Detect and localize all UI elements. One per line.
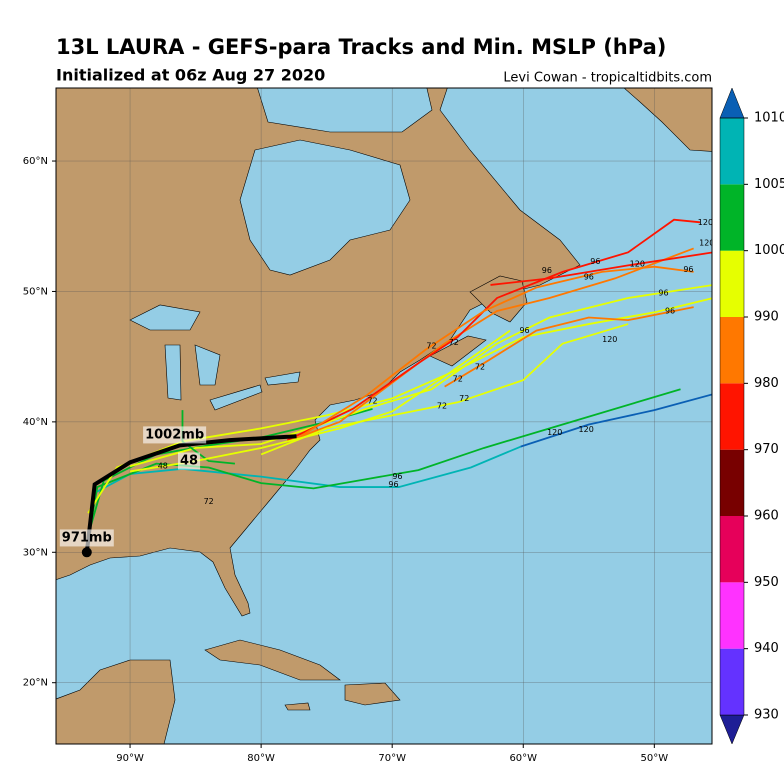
- ensemble-track: [520, 393, 712, 448]
- colorbar-segment: [720, 648, 744, 715]
- forecast-hour-label: 72: [449, 338, 459, 347]
- colorbar: 930 940 950 960 970 980 990 1000 1005 1010: [719, 87, 784, 745]
- grid: 90°W 80°W 70°W 60°W 50°W 20°N 30°N 40°N 50°N 60°N: [23, 88, 712, 764]
- colorbar-segment: [720, 383, 744, 450]
- colorbar-label: 960: [754, 509, 779, 524]
- forecast-hour-label: 120: [699, 239, 714, 248]
- hispaniola: [344, 682, 401, 706]
- forecast-hour-label: 72: [475, 363, 485, 372]
- annotation-box: [59, 529, 114, 547]
- forecast-hour-label: 96: [388, 480, 398, 489]
- forecast-hour-label: 120: [547, 428, 562, 437]
- annotation: 48: [180, 453, 198, 468]
- mean-track: [84, 434, 297, 553]
- colorbar-segment: [720, 516, 744, 583]
- lake-ontario: [264, 371, 301, 386]
- north-america: [56, 88, 581, 617]
- x-tick-label: 80°W: [247, 753, 275, 764]
- newfoundland: [469, 275, 528, 323]
- colorbar-label: 1010: [754, 111, 784, 126]
- annotation: 971mb: [62, 530, 112, 545]
- colorbar-under: [719, 714, 745, 745]
- colorbar-label: 950: [754, 575, 779, 590]
- ensemble-track: [181, 410, 235, 465]
- nova-scotia: [429, 335, 487, 367]
- annotation: 1002mb: [145, 427, 204, 442]
- jamaica: [284, 702, 311, 711]
- cuba: [204, 639, 341, 681]
- annotation-box: [177, 452, 201, 470]
- lake-michigan: [164, 344, 182, 401]
- forecast-hour-label: 72: [453, 374, 463, 383]
- colorbar-frame: [719, 117, 745, 716]
- forecast-hour-label: 120: [579, 425, 594, 434]
- forecast-hour-label: 48: [158, 462, 168, 471]
- colorbar-segment: [720, 449, 744, 516]
- ensemble-track: [87, 388, 681, 540]
- x-tick-label: 60°W: [509, 753, 537, 764]
- forecast-hour-label: 96: [683, 265, 693, 274]
- colorbar-label: 990: [754, 310, 779, 325]
- credit: Levi Cowan - tropicaltidbits.com: [503, 71, 712, 86]
- tracks: 96 120 72 96 120 48 72 96 72 96 72 96 120 72 96 120 96 12…: [59, 218, 714, 558]
- forecast-hour-label: 96: [665, 307, 675, 316]
- map-frame: [55, 87, 713, 745]
- colorbar-label: 930: [754, 708, 779, 723]
- forecast-hour-label: 72: [367, 397, 377, 406]
- forecast-hour-label: 96: [542, 266, 552, 275]
- ensemble-track: [490, 251, 712, 286]
- y-tick-label: 20°N: [23, 678, 48, 689]
- y-tick-label: 30°N: [23, 547, 48, 558]
- y-tick-label: 40°N: [23, 417, 48, 428]
- forecast-hour-label: 120: [602, 335, 617, 344]
- colorbar-segment: [720, 250, 744, 317]
- y-tick-label: 60°N: [23, 156, 48, 167]
- forecast-hour-label: 96: [519, 326, 529, 335]
- forecast-hour-label: 96: [392, 472, 402, 481]
- title: 13L LAURA - GEFS-para Tracks and Min. MS…: [56, 35, 666, 59]
- ensemble-track: [286, 218, 701, 441]
- colorbar-segment: [720, 118, 744, 185]
- lake-huron: [194, 344, 221, 386]
- forecast-hour-label: 96: [658, 288, 668, 297]
- ensemble-track: [287, 247, 694, 443]
- hudson-strait: [257, 88, 433, 133]
- subtitle: Initialized at 06z Aug 27 2020: [56, 66, 325, 85]
- forecast-hour-label: 120: [630, 260, 645, 269]
- ensemble-track: [444, 306, 694, 388]
- greenland: [623, 88, 712, 152]
- ensemble-track: [260, 323, 629, 456]
- y-tick-label: 50°N: [23, 286, 48, 297]
- x-tick-label: 50°W: [641, 753, 669, 764]
- colorbar-label: 980: [754, 376, 779, 391]
- ensemble-track: [129, 284, 712, 468]
- forecast-hour-label: 72: [426, 342, 436, 351]
- colorbar-label: 1005: [754, 177, 784, 192]
- colorbar-segment: [720, 317, 744, 384]
- colorbar-segment: [720, 582, 744, 649]
- x-tick-label: 70°W: [378, 753, 406, 764]
- lake-superior: [129, 304, 201, 331]
- colorbar-label: 970: [754, 442, 779, 457]
- forecast-hour-label: 96: [590, 257, 600, 266]
- forecast-hour-label: 96: [584, 273, 594, 282]
- forecast-hour-label: 72: [437, 402, 447, 411]
- ensemble-track: [299, 265, 694, 437]
- forecast-hour-label: 120: [698, 218, 713, 227]
- central-america: [56, 659, 176, 744]
- colorbar-segment: [720, 184, 744, 251]
- forecast-hour-label: 72: [459, 394, 469, 403]
- lake-erie: [209, 384, 263, 411]
- map-base: [56, 88, 712, 744]
- mean-track-point: [81, 547, 92, 558]
- forecast-hour-label: 72: [204, 497, 214, 506]
- colorbar-label: 1000: [754, 243, 784, 258]
- x-tick-label: 90°W: [116, 753, 144, 764]
- colorbar-over: [719, 87, 745, 119]
- hudson-bay: [239, 139, 411, 276]
- annotation-box: [143, 426, 207, 444]
- colorbar-label: 940: [754, 641, 779, 656]
